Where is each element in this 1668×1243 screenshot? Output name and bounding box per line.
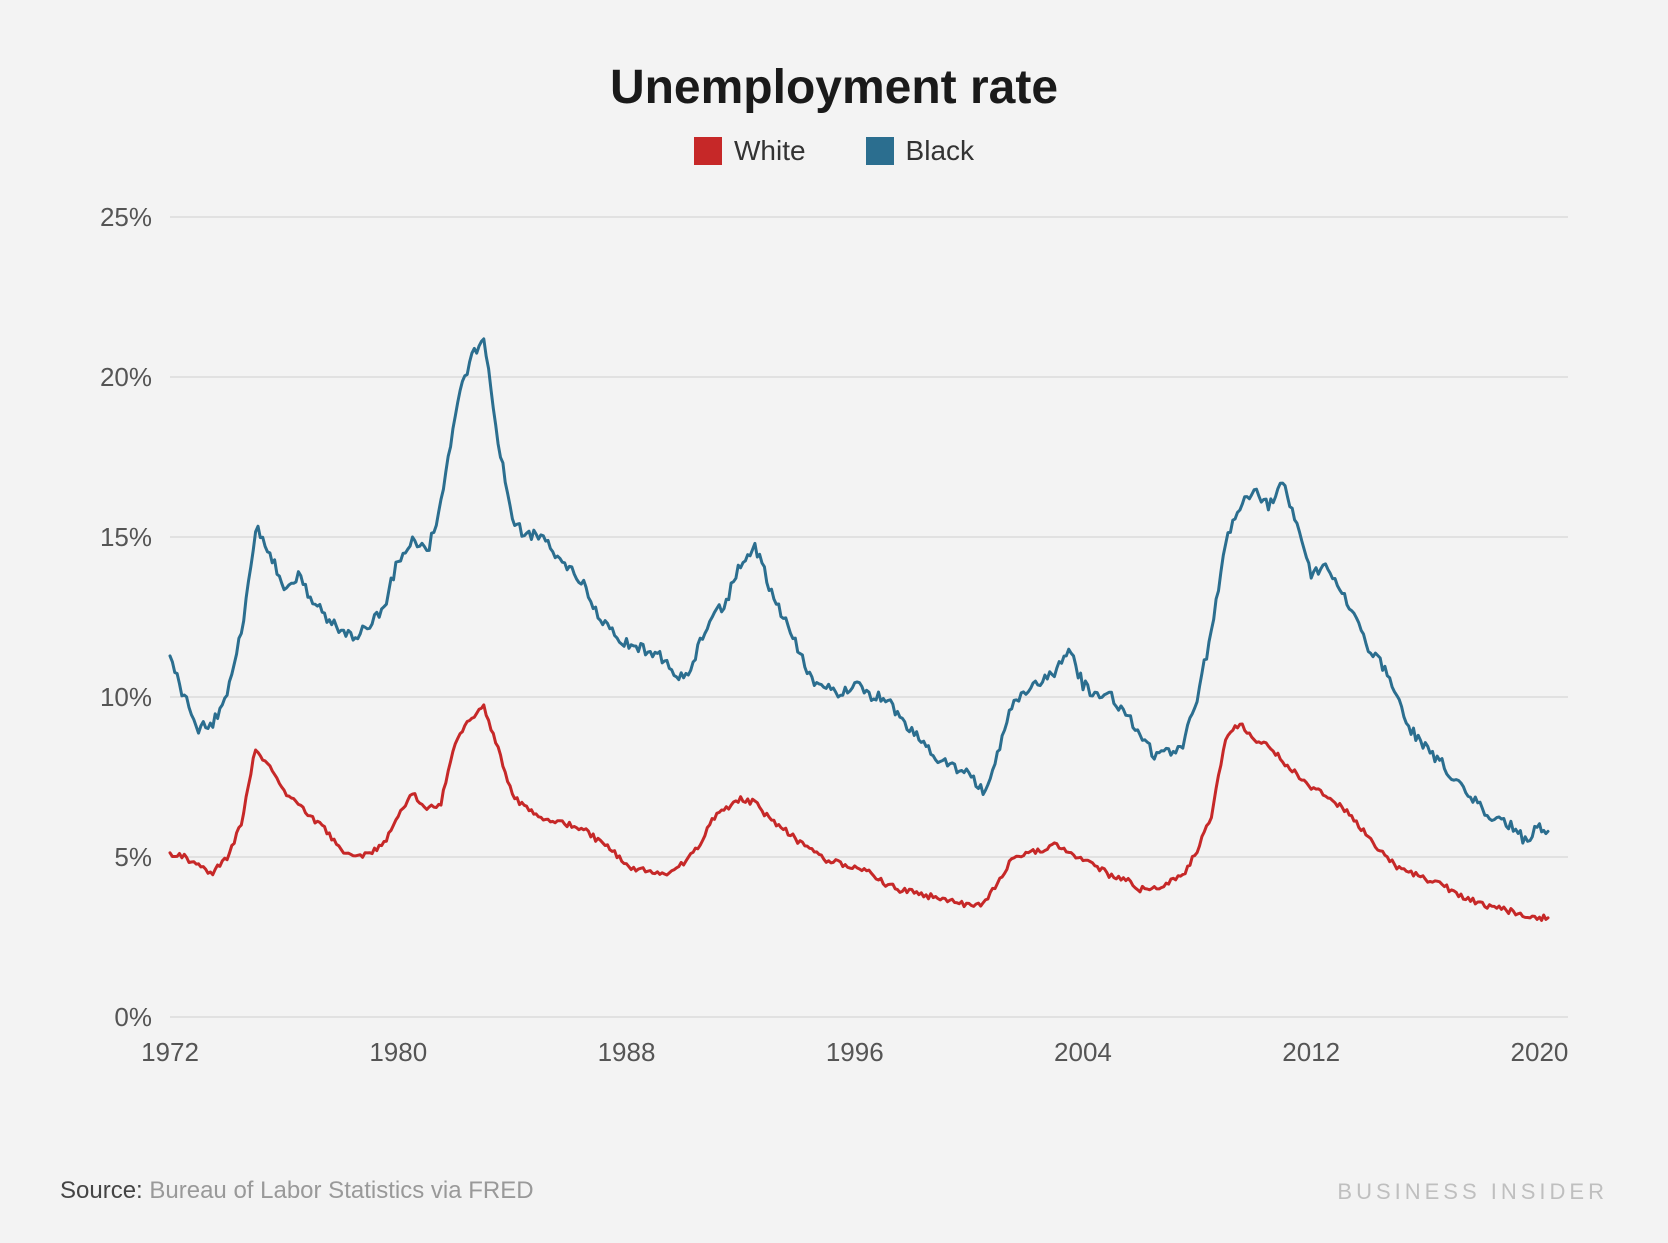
legend-swatch-white: [694, 137, 722, 165]
svg-text:1980: 1980: [369, 1037, 427, 1067]
chart-title: Unemployment rate: [60, 60, 1608, 115]
svg-text:20%: 20%: [100, 362, 152, 392]
svg-text:2020: 2020: [1511, 1037, 1569, 1067]
brand-label: BUSINESS INSIDER: [1337, 1179, 1608, 1205]
legend-label-black: Black: [906, 135, 974, 167]
svg-text:1972: 1972: [141, 1037, 199, 1067]
legend-swatch-black: [866, 137, 894, 165]
chart-legend: White Black: [60, 135, 1608, 167]
svg-text:10%: 10%: [100, 682, 152, 712]
legend-item-white: White: [694, 135, 806, 167]
svg-text:15%: 15%: [100, 522, 152, 552]
legend-label-white: White: [734, 135, 806, 167]
chart-footer: Source: Bureau of Labor Statistics via F…: [60, 1177, 1608, 1205]
chart-container: Unemployment rate White Black 0% 5% 10% 15%…: [0, 0, 1668, 1243]
svg-text:0%: 0%: [114, 1002, 152, 1032]
svg-text:25%: 25%: [100, 202, 152, 232]
chart-plot-area: 0% 5% 10% 15% 20% 25% 1972 1980 1988 1996 2004 2012…: [60, 187, 1608, 1087]
svg-text:1996: 1996: [826, 1037, 884, 1067]
source-line: Source: Bureau of Labor Statistics via F…: [60, 1177, 534, 1205]
source-label: Source:: [60, 1177, 143, 1204]
chart-svg: 0% 5% 10% 15% 20% 25% 1972 1980 1988 1996 2004 2012…: [60, 187, 1608, 1087]
svg-text:5%: 5%: [114, 842, 152, 872]
svg-text:1988: 1988: [598, 1037, 656, 1067]
svg-text:2012: 2012: [1282, 1037, 1340, 1067]
legend-item-black: Black: [866, 135, 974, 167]
svg-text:2004: 2004: [1054, 1037, 1112, 1067]
source-text: Bureau of Labor Statistics via FRED: [149, 1177, 533, 1204]
